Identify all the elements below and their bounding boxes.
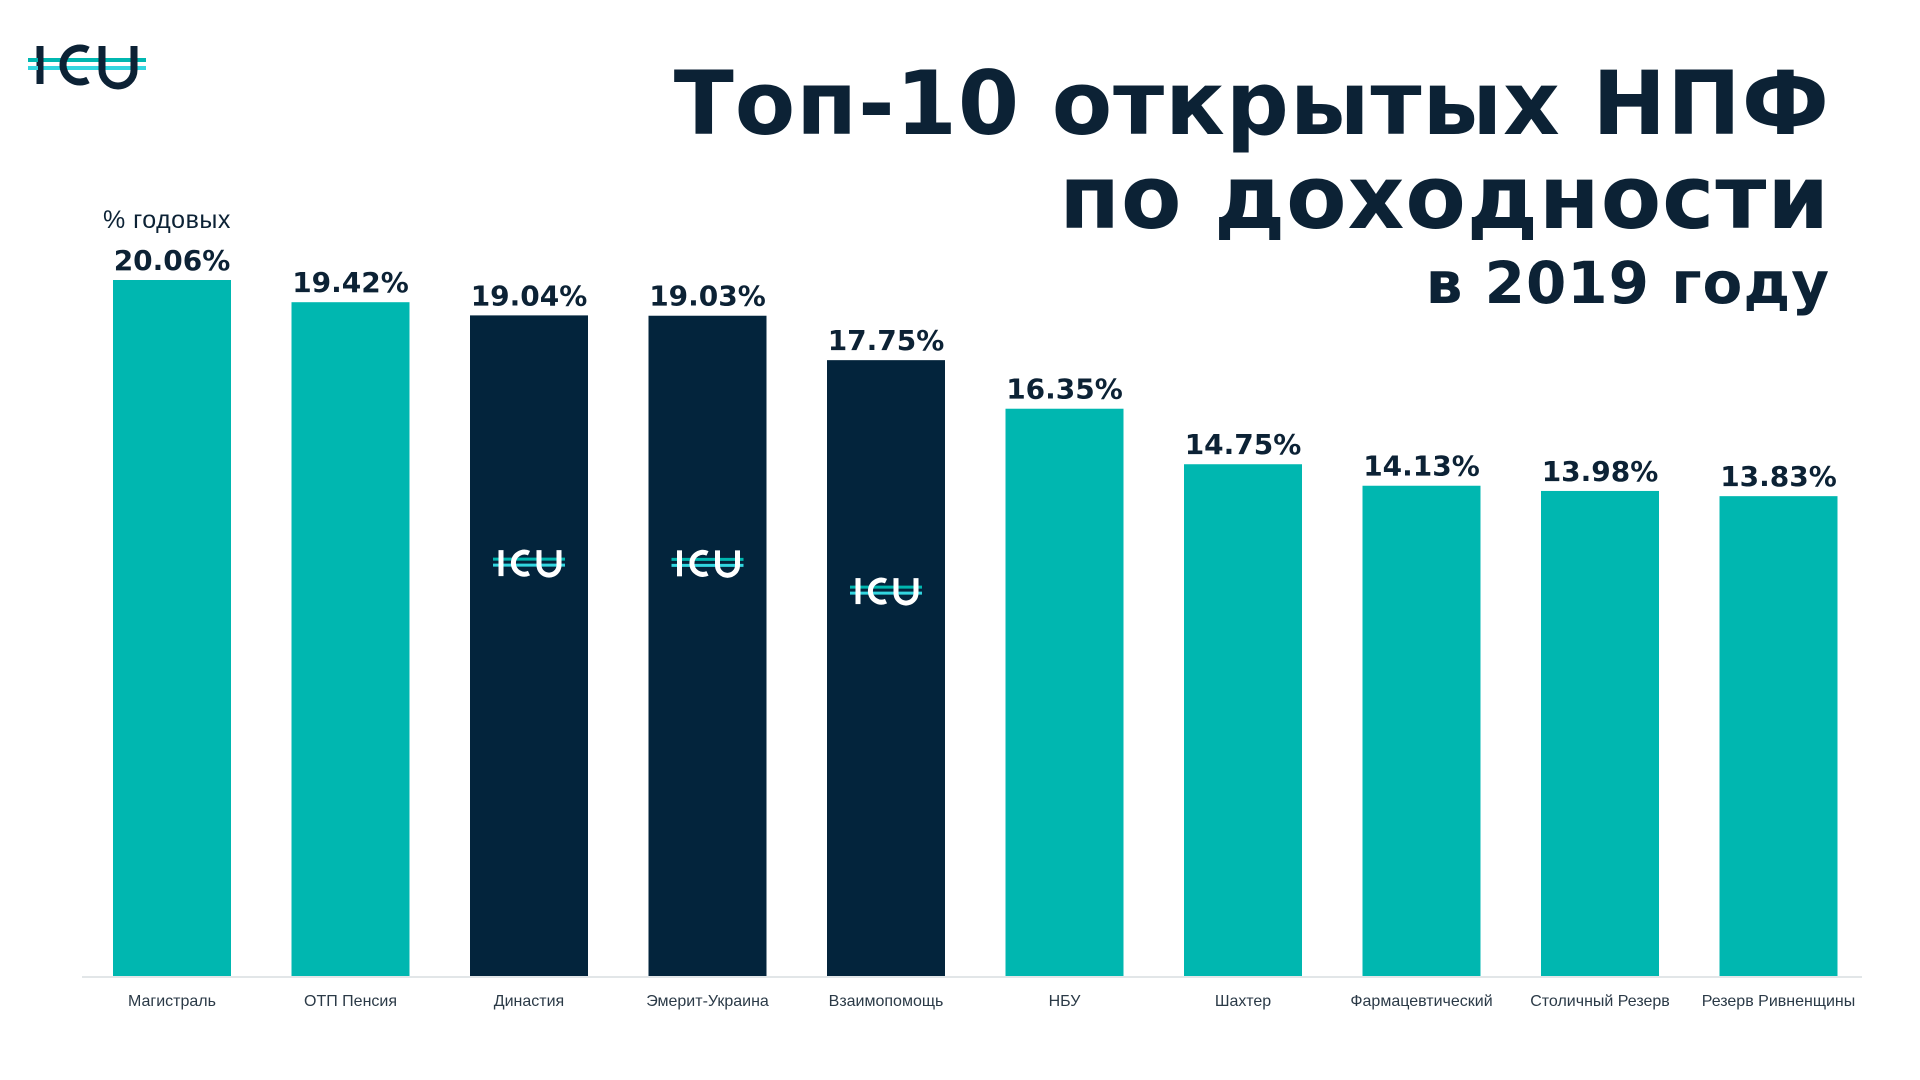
bar-group: 19.42% ОТП Пенсия bbox=[291, 266, 410, 1010]
value-label: 19.42% bbox=[292, 266, 409, 299]
icu-badge-icon bbox=[850, 577, 922, 606]
category-label: Столичный Резерв bbox=[1530, 993, 1670, 1010]
bar-7 bbox=[1184, 464, 1302, 976]
bar-group: 17.75% Взаимопомощь bbox=[827, 324, 945, 1010]
value-label: 20.06% bbox=[114, 244, 231, 277]
title-line-2: по доходности bbox=[1059, 146, 1830, 249]
value-label: 14.75% bbox=[1185, 428, 1302, 461]
bar-group: 16.35% НБУ bbox=[1005, 373, 1124, 1010]
bar-3 bbox=[470, 315, 588, 976]
title-line-1: Топ-10 открытых НПФ bbox=[673, 52, 1830, 155]
title-line-3: в 2019 году bbox=[1425, 249, 1830, 317]
bar-1 bbox=[113, 280, 231, 976]
value-label: 13.83% bbox=[1720, 460, 1837, 493]
category-label: ОТП Пенсия bbox=[304, 993, 397, 1010]
icu-logo-icon bbox=[28, 44, 146, 90]
icu-badge-icon bbox=[671, 549, 744, 578]
value-label: 13.98% bbox=[1542, 455, 1659, 488]
category-label: Эмерит-Украина bbox=[646, 993, 769, 1010]
y-axis-unit-label: % годовых bbox=[103, 206, 231, 234]
bar-group: 14.75% Шахтер bbox=[1184, 428, 1302, 1010]
bar-2 bbox=[291, 302, 410, 976]
value-label: 19.04% bbox=[471, 279, 588, 312]
value-label: 16.35% bbox=[1006, 373, 1123, 406]
value-label: 17.75% bbox=[828, 324, 945, 357]
bar-8 bbox=[1362, 485, 1481, 976]
bar-9 bbox=[1541, 490, 1659, 976]
icu-badge-icon bbox=[493, 549, 565, 578]
value-label: 14.13% bbox=[1363, 450, 1480, 483]
bar-group: 13.98% Столичный Резерв bbox=[1530, 455, 1670, 1010]
category-label: НБУ bbox=[1049, 993, 1082, 1010]
bar-4 bbox=[648, 315, 767, 976]
category-label: Династия bbox=[494, 993, 564, 1010]
chart-title: Топ-10 открытых НПФ по доходности в 2019… bbox=[673, 52, 1830, 317]
bar-group: 19.03% Эмерит-Украина bbox=[646, 280, 769, 1010]
category-label: Магистраль bbox=[128, 993, 216, 1010]
bar-group: 14.13% Фармацевтический bbox=[1350, 450, 1492, 1010]
bar-group: 19.04% Династия bbox=[470, 279, 588, 1010]
category-label: Взаимопомощь bbox=[829, 993, 944, 1010]
bar-group: 20.06% Магистраль bbox=[113, 244, 231, 1010]
bar-5 bbox=[827, 360, 945, 976]
bar-group: 13.83% Резерв Ривненщины bbox=[1702, 460, 1856, 1010]
category-label: Резерв Ривненщины bbox=[1702, 993, 1856, 1010]
bar-6 bbox=[1005, 408, 1124, 977]
category-label: Шахтер bbox=[1215, 993, 1271, 1010]
category-label: Фармацевтический bbox=[1350, 993, 1492, 1010]
value-label: 19.03% bbox=[649, 280, 766, 313]
bar-10 bbox=[1719, 496, 1838, 976]
